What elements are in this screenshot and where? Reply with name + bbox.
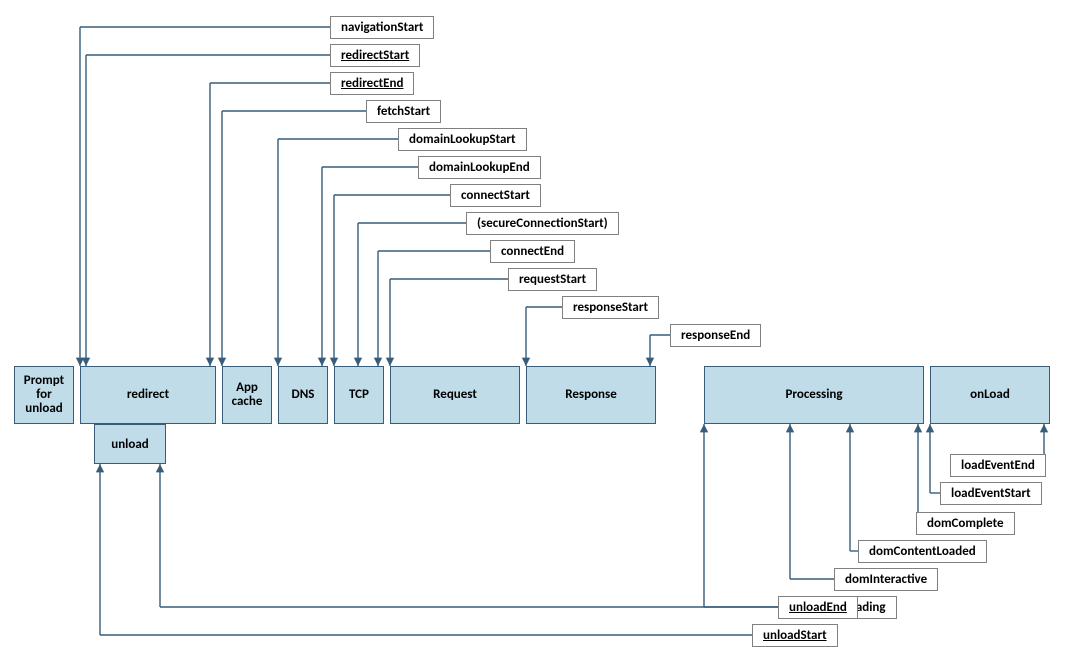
phase-redirect-label: redirect [127, 388, 169, 402]
event-redirectStart: redirectStart [330, 44, 420, 67]
event-requestStart: requestStart [508, 268, 597, 291]
event-loadEventStart: loadEventStart [940, 482, 1042, 505]
phase-appcache-label: App [236, 381, 258, 395]
phase-prompt-label: for [36, 388, 52, 402]
event-responseEnd: responseEnd [670, 324, 761, 347]
phase-prompt-label: unload [25, 402, 63, 416]
phase-request-label: Request [433, 388, 477, 402]
event-unloadEnd: unloadEnd [778, 596, 858, 619]
phase-processing: Processing [704, 366, 924, 424]
phase-appcache: Appcache [222, 366, 272, 424]
event-connectStart: connectStart [450, 184, 541, 207]
event-fetchStart: fetchStart [366, 100, 441, 123]
event-domInteractive: domInteractive [834, 568, 938, 591]
phase-prompt-label: Prompt [24, 374, 64, 388]
phase-processing-label: Processing [785, 388, 842, 402]
phase-request: Request [390, 366, 520, 424]
phase-response-label: Response [565, 388, 617, 402]
phase-dns: DNS [278, 366, 328, 424]
event-domContentLoaded: domContentLoaded [858, 540, 987, 563]
event-secureConnectionStart: (secureConnectionStart) [466, 212, 619, 235]
event-navigationStart: navigationStart [330, 16, 434, 39]
phase-response: Response [526, 366, 656, 424]
phase-appcache-label: cache [232, 395, 263, 409]
event-domComplete: domComplete [916, 512, 1015, 535]
phase-tcp-label: TCP [349, 388, 369, 402]
phase-tcp: TCP [334, 366, 384, 424]
event-connectEnd: connectEnd [490, 240, 575, 263]
event-loadEventEnd: loadEventEnd [950, 454, 1046, 477]
phase-prompt: Promptforunload [14, 366, 74, 424]
event-domainLookupEnd: domainLookupEnd [418, 156, 541, 179]
phase-onload-label: onLoad [970, 388, 1010, 402]
phase-redirect: redirect [80, 366, 216, 424]
event-domainLookupStart: domainLookupStart [398, 128, 527, 151]
phase-unload: unload [94, 424, 166, 464]
event-responseStart: responseStart [562, 296, 659, 319]
event-redirectEnd: redirectEnd [330, 72, 414, 95]
phase-dns-label: DNS [292, 388, 315, 402]
phase-onload: onLoad [930, 366, 1050, 424]
